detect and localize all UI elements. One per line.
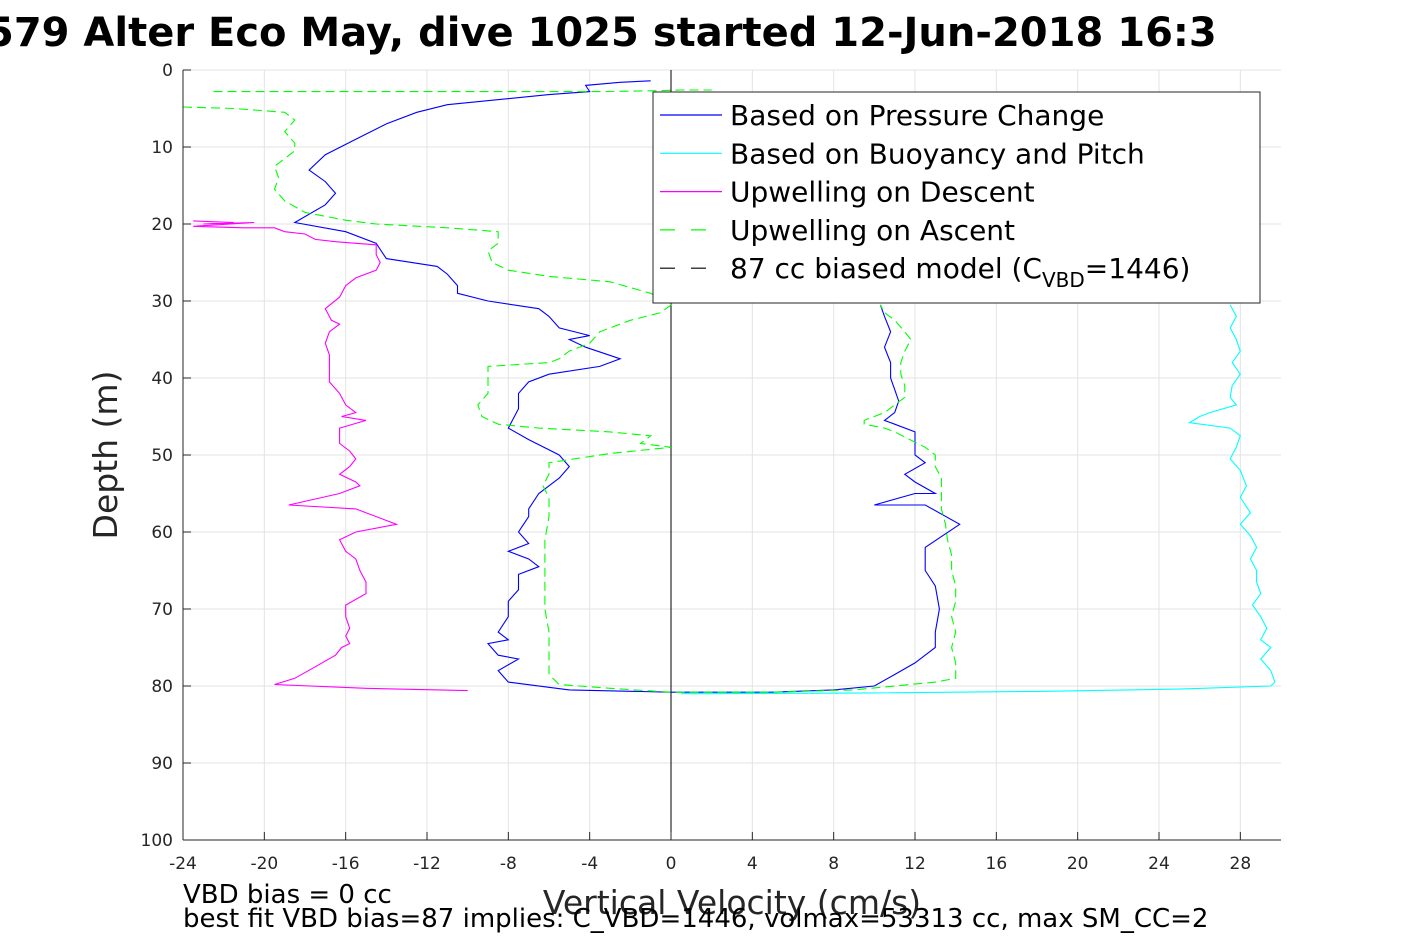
y-tick-label: 0 (162, 61, 173, 81)
x-tick-label: 12 (904, 854, 926, 874)
x-tick-label: 24 (1148, 854, 1170, 874)
series-line-3 (182, 106, 957, 693)
legend-label-2: Upwelling on Descent (730, 176, 1035, 209)
x-tick-label: -16 (332, 854, 360, 874)
y-axis-label: Depth (m) (86, 371, 125, 540)
y-tick-label: 30 (151, 292, 173, 312)
y-tick-label: 50 (151, 446, 173, 466)
y-tick-labels: 0 10 20 30 40 50 60 70 80 90 100 (141, 61, 173, 851)
x-tick-label: -8 (500, 854, 517, 874)
legend-box (652, 91, 1261, 304)
y-tick-label: 10 (151, 138, 173, 158)
series-line-2 (193, 220, 468, 692)
x-tick-label: 20 (1067, 854, 1089, 874)
legend-label-1: Based on Buoyancy and Pitch (730, 137, 1145, 170)
x-tick-labels: -24 -20 -16 -12 -8 -4 0 4 8 12 16 20 24 28 (169, 854, 1251, 874)
x-tick-label: -20 (250, 854, 278, 874)
y-tick-label: 70 (151, 600, 173, 620)
y-tick-label: 20 (151, 215, 173, 235)
x-axis-label: Vertical Velocity (cm/s) (543, 883, 921, 922)
x-tick-label: 4 (747, 854, 758, 874)
x-tick-label: 28 (1230, 854, 1252, 874)
x-tick-label: -12 (413, 854, 441, 874)
y-tick-label: 90 (151, 754, 173, 774)
chart-title: 579 Alter Eco May, dive 1025 started 12-… (0, 10, 1217, 56)
x-tick-label: -4 (581, 854, 598, 874)
y-tick-label: 40 (151, 369, 173, 389)
y-tick-label: 60 (151, 523, 173, 543)
series-line-1 (681, 304, 1276, 695)
y-tick-label: 80 (151, 677, 173, 697)
series-line-0 (293, 80, 961, 693)
vbd-bias-note: VBD bias = 0 cc (183, 880, 392, 910)
x-tick-label: 16 (986, 854, 1008, 874)
x-tick-label: 8 (828, 854, 839, 874)
legend-label-3: Upwelling on Ascent (730, 214, 1015, 247)
best-fit-note: best fit VBD bias=87 implies: C_VBD=1446… (183, 904, 1208, 934)
y-tick-label: 100 (141, 831, 173, 851)
series-line-4 (213, 89, 712, 93)
legend: Based on Pressure Change Based on Buoyanc… (652, 91, 1261, 304)
axes-frame (182, 69, 1281, 841)
x-tick-label: 0 (666, 854, 677, 874)
legend-label-4: 87 cc biased model (CVBD=1446) (730, 252, 1190, 292)
legend-label-0: Based on Pressure Change (730, 99, 1104, 132)
data-series (182, 80, 1276, 695)
x-tick-label: -24 (169, 854, 197, 874)
